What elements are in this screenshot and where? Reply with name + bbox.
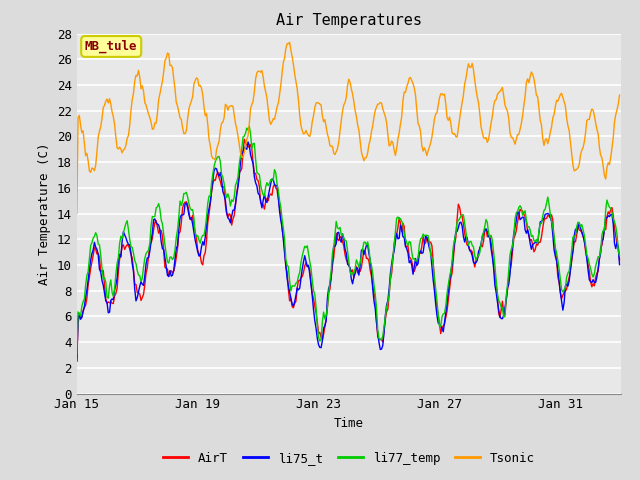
Title: Air Temperatures: Air Temperatures [276, 13, 422, 28]
Legend: AirT, li75_t, li77_temp, Tsonic: AirT, li75_t, li77_temp, Tsonic [157, 447, 540, 469]
Y-axis label: Air Temperature (C): Air Temperature (C) [38, 143, 51, 285]
X-axis label: Time: Time [334, 417, 364, 430]
Text: MB_tule: MB_tule [85, 40, 138, 53]
